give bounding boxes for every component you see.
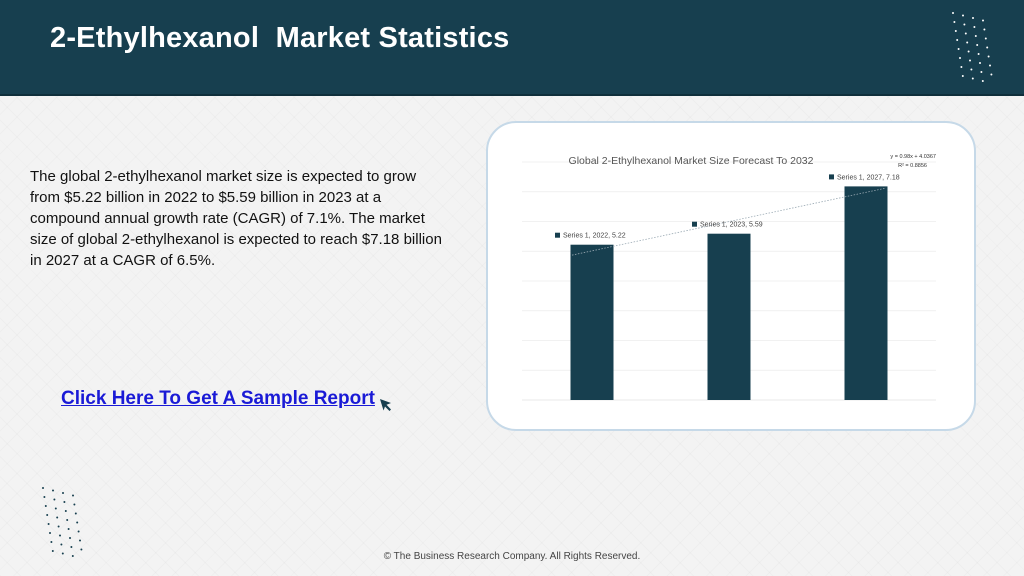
copyright-footer: © The Business Research Company. All Rig… <box>383 551 641 562</box>
data-label-marker <box>555 232 560 238</box>
sample-report-link[interactable]: Click Here To Get A Sample Report <box>61 388 375 409</box>
data-label-marker <box>692 221 697 227</box>
bar-2027 <box>844 186 888 400</box>
chart-title: Global 2-Ethylhexanol Market Size Foreca… <box>569 155 814 167</box>
page-title: 2-Ethylhexanol Market Statistics <box>50 22 510 54</box>
market-description: The global 2-ethylhexanol market size is… <box>30 168 442 269</box>
market-size-chart: Global 2-Ethylhexanol Market Size Foreca… <box>522 154 936 401</box>
trendline-equation: y = 0.98x + 4.0367 <box>890 154 936 160</box>
data-label-2023: Series 1, 2023, 5.59 <box>700 222 763 229</box>
data-label-2022: Series 1, 2022, 5.22 <box>563 233 626 240</box>
trendline <box>571 187 887 256</box>
data-label-marker <box>829 174 834 180</box>
data-label-2027: Series 1, 2027, 7.18 <box>837 174 900 181</box>
trendline-r2: R² = 0.8856 <box>898 163 927 169</box>
cursor-arrow-icon <box>380 399 391 411</box>
dot-grid-icon <box>952 12 993 82</box>
dot-grid-icon <box>42 487 83 557</box>
bar-2023 <box>707 233 751 400</box>
header-bar: 2-Ethylhexanol Market Statistics <box>0 0 1024 96</box>
bar-2022 <box>570 244 614 400</box>
